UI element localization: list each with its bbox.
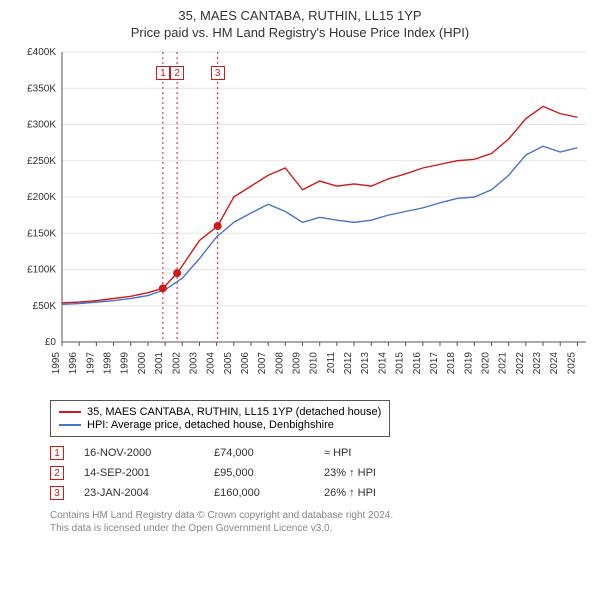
svg-text:2021: 2021: [498, 352, 509, 375]
svg-text:2020: 2020: [481, 352, 492, 375]
svg-text:£400K: £400K: [27, 47, 56, 58]
svg-text:2005: 2005: [223, 352, 234, 375]
svg-text:£150K: £150K: [27, 228, 56, 239]
svg-text:1998: 1998: [103, 352, 114, 375]
transaction-dot-2: [173, 269, 181, 277]
legend-swatch: [59, 424, 81, 426]
transaction-price: £74,000: [214, 447, 304, 459]
svg-text:2019: 2019: [463, 352, 474, 375]
transaction-index-box: 2: [50, 466, 64, 480]
svg-text:2011: 2011: [326, 352, 337, 374]
legend-row-0: 35, MAES CANTABA, RUTHIN, LL15 1YP (deta…: [59, 406, 381, 418]
footnote-line-1: Contains HM Land Registry data © Crown c…: [50, 509, 590, 522]
transaction-index-box: 1: [50, 446, 64, 460]
transaction-marker-1: 1: [156, 66, 170, 80]
svg-text:2017: 2017: [429, 352, 440, 375]
footnote-line-2: This data is licensed under the Open Gov…: [50, 522, 590, 535]
legend-label: 35, MAES CANTABA, RUTHIN, LL15 1YP (deta…: [87, 406, 381, 418]
svg-text:2001: 2001: [154, 352, 165, 375]
transaction-marker-2: 2: [170, 66, 184, 80]
chart-svg: £0 £50K £100K £150K £200K £250K £300K £350K £400…: [10, 46, 590, 396]
series-hpi: [62, 146, 577, 304]
transaction-price: £160,000: [214, 487, 304, 499]
svg-text:1999: 1999: [120, 352, 131, 375]
svg-text:2018: 2018: [446, 352, 457, 375]
svg-text:2022: 2022: [515, 352, 526, 375]
svg-text:£0: £0: [45, 337, 57, 348]
svg-text:£100K: £100K: [27, 265, 56, 276]
chart-title-sub: Price paid vs. HM Land Registry's House …: [10, 25, 590, 40]
svg-text:£350K: £350K: [27, 83, 56, 94]
svg-text:2002: 2002: [171, 352, 182, 375]
transaction-date: 14-SEP-2001: [84, 467, 194, 479]
transaction-row-1: 1 16-NOV-2000 £74,000 ≈ HPI: [50, 443, 590, 463]
svg-text:2000: 2000: [137, 352, 148, 375]
svg-text:2003: 2003: [188, 352, 199, 375]
svg-text:2015: 2015: [395, 352, 406, 375]
data-footnote: Contains HM Land Registry data © Crown c…: [50, 509, 590, 535]
legend-swatch: [59, 411, 81, 413]
svg-text:2010: 2010: [309, 352, 320, 375]
price-chart: £0 £50K £100K £150K £200K £250K £300K £350K £400…: [10, 46, 590, 396]
transaction-vs-hpi: ≈ HPI: [324, 447, 414, 459]
chart-legend: 35, MAES CANTABA, RUTHIN, LL15 1YP (deta…: [50, 400, 390, 437]
svg-text:1996: 1996: [68, 352, 79, 375]
svg-text:2025: 2025: [566, 352, 577, 375]
transaction-dot-1: [159, 284, 167, 292]
transaction-row-3: 3 23-JAN-2004 £160,000 26% ↑ HPI: [50, 483, 590, 503]
transaction-marker-3: 3: [211, 66, 225, 80]
svg-text:£200K: £200K: [27, 192, 56, 203]
transaction-price: £95,000: [214, 467, 304, 479]
chart-title-address: 35, MAES CANTABA, RUTHIN, LL15 1YP: [10, 8, 590, 23]
transaction-dot-3: [214, 222, 222, 230]
transaction-date: 23-JAN-2004: [84, 487, 194, 499]
svg-text:£50K: £50K: [33, 301, 57, 312]
svg-text:£300K: £300K: [27, 120, 56, 131]
svg-text:2007: 2007: [257, 352, 268, 375]
legend-label: HPI: Average price, detached house, Denb…: [87, 419, 334, 431]
svg-text:2013: 2013: [360, 352, 371, 375]
svg-text:2009: 2009: [292, 352, 303, 375]
svg-text:2016: 2016: [412, 352, 423, 375]
svg-text:1995: 1995: [51, 352, 62, 375]
legend-row-1: HPI: Average price, detached house, Denb…: [59, 419, 381, 431]
svg-text:2023: 2023: [532, 352, 543, 375]
transaction-vs-hpi: 26% ↑ HPI: [324, 487, 414, 499]
transaction-index-box: 3: [50, 486, 64, 500]
svg-text:2024: 2024: [549, 352, 560, 375]
svg-text:2008: 2008: [274, 352, 285, 375]
transaction-vs-hpi: 23% ↑ HPI: [324, 467, 414, 479]
transactions-table: 1 16-NOV-2000 £74,000 ≈ HPI 2 14-SEP-2001 £95,…: [50, 443, 590, 503]
svg-text:2014: 2014: [377, 352, 388, 375]
svg-text:2006: 2006: [240, 352, 251, 375]
series-property: [62, 106, 577, 302]
svg-text:2004: 2004: [206, 352, 217, 375]
svg-text:£250K: £250K: [27, 156, 56, 167]
svg-text:1997: 1997: [85, 352, 96, 375]
transaction-row-2: 2 14-SEP-2001 £95,000 23% ↑ HPI: [50, 463, 590, 483]
transaction-date: 16-NOV-2000: [84, 447, 194, 459]
svg-text:2012: 2012: [343, 352, 354, 375]
